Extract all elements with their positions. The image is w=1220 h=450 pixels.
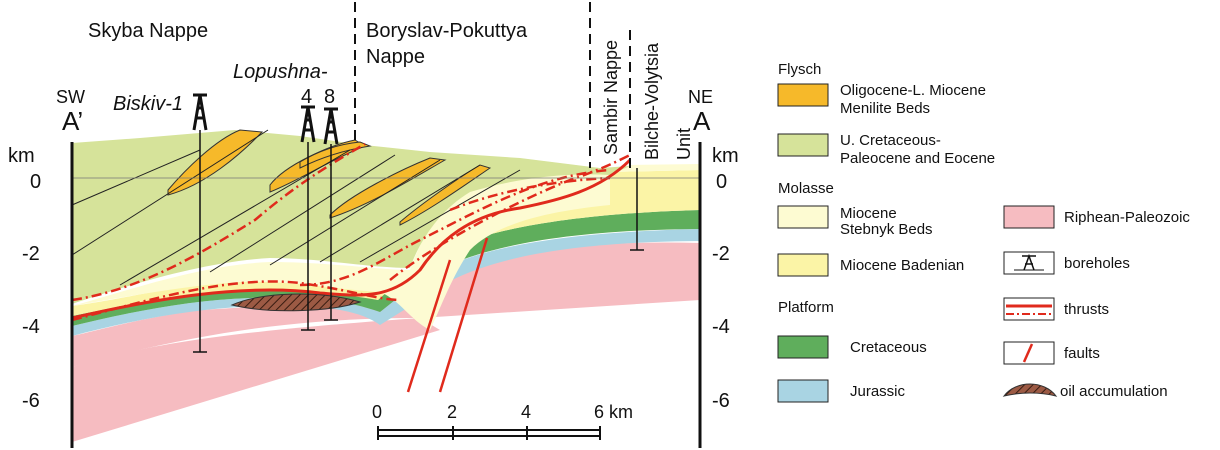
fault-lines [406,237,489,393]
right-tick-2: -2 [712,243,730,265]
miocene-stebnyk-right [610,170,700,205]
cretaceous-layer [72,210,700,326]
legend-cretaceous: Cretaceous [850,339,927,356]
legend-stebnyk-swatch [777,205,829,229]
legend-menilite-1: Oligocene-L. Miocene [840,82,986,99]
legend-cretaceous-swatch [777,335,829,359]
left-tick-2: -2 [22,243,40,265]
sambir-nappe-label: Sambir Nappe [601,40,621,155]
skyba-nappe-label: Skyba Nappe [88,20,208,42]
sw-label: SW [56,87,85,107]
flysch-internal-lines [71,129,521,286]
miocene-stebnyk-layer [72,171,610,330]
legend-riphean: Riphean-Paleozoic [1064,209,1190,226]
legend-jurassic: Jurassic [850,383,906,400]
legend: Flysch Oligocene-L. Miocene Menilite Bed… [777,61,1190,403]
scale-6: 6 km [594,402,633,422]
legend-stebnyk-2: Stebnyk Beds [840,221,933,238]
legend-oil: oil accumulation [1060,383,1168,400]
boryslav-nappe-label-2: Nappe [366,46,425,68]
miocene-stebnyk-right-top [610,164,700,172]
borehole-lopushna-4 [300,105,316,331]
left-tick-4: -4 [22,316,40,338]
legend-faults: faults [1064,345,1100,362]
legend-thrusts: thrusts [1064,301,1109,318]
thrust-sole [71,158,632,320]
left-tick-6: -6 [22,390,40,412]
lopushna-label: Lopushna- [233,61,328,83]
scale-4: 4 [521,402,531,422]
legend-molasse-heading: Molasse [778,180,834,197]
legend-jurassic-swatch [777,379,829,403]
legend-platform-heading: Platform [778,299,834,316]
oil-accumulation [230,293,362,312]
legend-badenian-swatch [777,253,829,277]
bilche-volytsia-label: Bilche-Volytsia [642,42,662,160]
section-end-left: A’ [62,106,83,136]
legend-badenian: Miocene Badenian [840,257,964,274]
legend-menilite-swatch [777,83,829,107]
legend-cretpal-swatch [777,133,829,157]
scale-0: 0 [372,402,382,422]
biskiv-label: Biskiv-1 [113,93,183,115]
legend-flysch-heading: Flysch [778,61,821,78]
left-tick-0: 0 [30,171,41,193]
menilite-lenses [167,129,492,226]
legend-stebnyk-1: Miocene [840,205,897,222]
borehole-bilche [630,168,644,251]
bilche-unit-label: Unit [674,128,694,160]
ne-label: NE [688,87,713,107]
section-end-right: A [693,106,711,136]
km-label-right: km [712,145,739,167]
nappe-boundaries [354,2,631,168]
scale-bar: 0 2 4 6 km [372,402,633,440]
right-tick-6: -6 [712,390,730,412]
lopushna-4-label: 4 [301,86,312,108]
left-depth-ticks: 0 -2 -4 -6 [22,171,41,412]
legend-borehole-swatch [1003,251,1055,275]
riphean-paleozoic-lower [72,318,440,442]
scale-2: 2 [447,402,457,422]
lopushna-8-label: 8 [324,86,335,108]
right-tick-0: 0 [716,171,727,193]
legend-cretpal-1: U. Cretaceous- [840,132,941,149]
legend-boreholes: boreholes [1064,255,1130,272]
boryslav-nappe-label-1: Boryslav-Pokuttya [366,20,528,42]
legend-menilite-2: Menilite Beds [840,100,930,117]
km-label-left: km [8,145,35,167]
legend-oil-swatch [1002,383,1058,397]
legend-borehole-icon [1014,253,1044,271]
legend-cretpal-2: Paleocene and Eocene [840,150,995,167]
borehole-lopushna-8 [323,107,339,321]
legend-thrust-swatch [1003,297,1055,321]
right-depth-ticks: 0 -2 -4 -6 [712,171,730,412]
legend-riphean-swatch [1003,205,1055,229]
right-tick-4: -4 [712,316,730,338]
borehole-biskiv [192,93,208,353]
legend-fault-line [1022,343,1034,363]
